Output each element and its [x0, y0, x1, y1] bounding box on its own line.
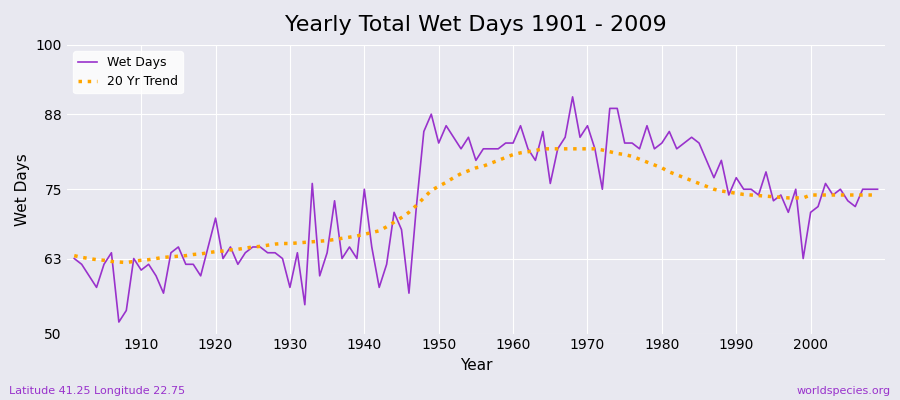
Wet Days [136, 268, 147, 272]
Wet Days [300, 302, 310, 307]
Line: 20 Yr Trend: 20 Yr Trend [74, 149, 878, 262]
Wet Days [612, 106, 623, 111]
Text: Latitude 41.25 Longitude 22.75: Latitude 41.25 Longitude 22.75 [9, 386, 185, 396]
Wet Days [68, 256, 79, 261]
X-axis label: Year: Year [460, 358, 492, 373]
Wet Days [515, 123, 526, 128]
Legend: Wet Days, 20 Yr Trend: Wet Days, 20 Yr Trend [73, 51, 183, 93]
Text: worldspecies.org: worldspecies.org [796, 386, 891, 396]
Title: Yearly Total Wet Days 1901 - 2009: Yearly Total Wet Days 1901 - 2009 [285, 15, 667, 35]
Wet Days [567, 94, 578, 99]
Wet Days [344, 244, 355, 249]
20 Yr Trend [300, 240, 310, 245]
Wet Days [113, 320, 124, 324]
20 Yr Trend [612, 151, 623, 156]
20 Yr Trend [344, 235, 355, 240]
20 Yr Trend [136, 258, 147, 263]
Y-axis label: Wet Days: Wet Days [15, 153, 30, 226]
20 Yr Trend [68, 253, 79, 258]
Line: Wet Days: Wet Days [74, 97, 878, 322]
20 Yr Trend [515, 150, 526, 155]
20 Yr Trend [121, 260, 131, 265]
20 Yr Trend [508, 152, 518, 157]
Wet Days [508, 141, 518, 146]
20 Yr Trend [537, 146, 548, 151]
20 Yr Trend [872, 193, 883, 198]
Wet Days [872, 187, 883, 192]
